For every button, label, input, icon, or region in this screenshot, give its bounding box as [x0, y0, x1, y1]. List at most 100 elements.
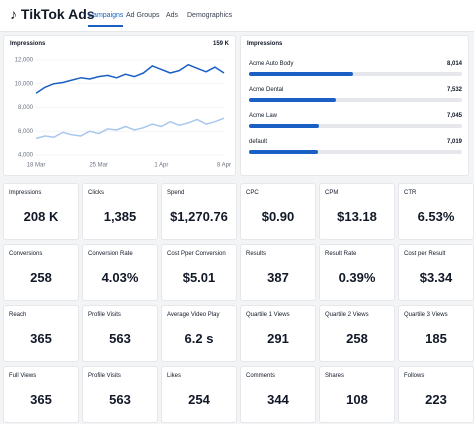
- kpi-card: CPC $0.90: [240, 183, 316, 240]
- kpi-value: 254: [188, 392, 210, 407]
- kpi-value: $3.34: [419, 270, 453, 285]
- logo: ♪ TikTok Ads: [10, 6, 95, 22]
- kpi-card: Result Rate 0.39%: [319, 244, 395, 301]
- kpi-card: Quartile 2 Views 258: [319, 305, 395, 362]
- kpi-value: $13.18: [337, 209, 377, 224]
- kpi-label: Follows: [404, 373, 425, 379]
- kpi-label: Quartile 1 Views: [246, 312, 290, 318]
- kpi-value: 365: [30, 392, 52, 407]
- x-tick-label: 1 Apr: [154, 163, 168, 169]
- tab[interactable]: Ads: [166, 12, 179, 19]
- item-value: 8,014: [446, 61, 462, 67]
- kpi-label: Result Rate: [325, 251, 357, 257]
- kpi-card: CPM $13.18: [319, 183, 395, 240]
- x-tick-label: 18 Mar: [27, 163, 46, 169]
- kpi-label: Impressions: [9, 190, 42, 196]
- item-name: default: [249, 139, 268, 145]
- kpi-label: Cost per Result: [404, 251, 446, 257]
- kpi-card: Cost per Result $3.34: [398, 244, 474, 301]
- kpi-label: Conversion Rate: [88, 251, 133, 257]
- kpi-card: CTR 6.53%: [398, 183, 474, 240]
- kpi-value: 6.53%: [417, 209, 455, 224]
- kpi-value: 563: [109, 392, 131, 407]
- kpi-value: 108: [346, 392, 368, 407]
- kpi-value: $5.01: [182, 270, 216, 285]
- kpi-card: Follows 223: [398, 366, 474, 423]
- item-value: 7,532: [446, 87, 462, 93]
- bar: [249, 98, 336, 102]
- kpi-label: Full Views: [9, 373, 37, 379]
- kpi-card: Shares 108: [319, 366, 395, 423]
- kpi-value: 291: [267, 331, 289, 346]
- y-tick-label: 6,000: [18, 129, 34, 135]
- item-name: Acme Auto Body: [249, 61, 294, 67]
- kpi-label: Reach: [9, 312, 27, 318]
- kpi-value: 223: [425, 392, 447, 407]
- line-series: [35, 63, 225, 94]
- bar: [249, 72, 353, 76]
- item-name: Acme Dental: [249, 87, 284, 93]
- y-tick-label: 4,000: [18, 153, 34, 159]
- kpi-value: 208 K: [23, 209, 59, 224]
- chart-total: 159 K: [212, 41, 229, 47]
- kpi-value: 0.39%: [338, 270, 376, 285]
- app-title: TikTok Ads: [20, 6, 95, 22]
- kpi-value: 258: [346, 331, 368, 346]
- kpi-value: 365: [30, 331, 52, 346]
- bar: [249, 150, 319, 154]
- kpi-card: Quartile 1 Views 291: [240, 305, 316, 362]
- kpi-value: 1,385: [103, 209, 137, 224]
- kpi-card: Impressions 208 K: [3, 183, 79, 240]
- header: ♪ TikTok Ads Campaigns Ad Groups Ads Demogr…: [0, 0, 474, 32]
- y-tick-label: 12,000: [15, 58, 34, 64]
- kpi-value: 387: [267, 270, 289, 285]
- kpi-label: Conversions: [9, 251, 43, 257]
- kpi-value: 344: [267, 392, 289, 407]
- kpi-value: $1,270.76: [170, 209, 228, 224]
- tab[interactable]: Campaigns: [88, 12, 124, 27]
- kpi-value: $0.90: [261, 209, 295, 224]
- kpi-card: Profile Visits 563: [82, 305, 158, 362]
- kpi-value: 563: [109, 331, 131, 346]
- kpi-card: Average Video Play 6.2 s: [161, 305, 237, 362]
- tab[interactable]: Ad Groups: [126, 12, 160, 19]
- line-chart: 4,000 6,000 8,000 10,000 12,000 18 Mar 25 Mar 1…: [15, 58, 231, 169]
- item-value: 7,045: [446, 113, 462, 119]
- kpi-card: Quartile 3 Views 185: [398, 305, 474, 362]
- y-tick-label: 8,000: [18, 105, 34, 111]
- line-series: [35, 117, 225, 140]
- tab[interactable]: Demographics: [187, 12, 233, 19]
- chart-title: Impressions: [10, 41, 46, 47]
- bar: [249, 124, 320, 128]
- impressions-chart-panel: Impressions 159 K 4,000 6,000 8,000 10,000 1…: [3, 35, 236, 176]
- kpi-card: Comments 344: [240, 366, 316, 423]
- kpi-card: Cost Pper Conversion $5.01: [161, 244, 237, 301]
- breakdown-title: Impressions: [247, 41, 283, 47]
- kpi-value: 6.2 s: [184, 331, 214, 346]
- kpi-label: Spend: [167, 190, 185, 196]
- kpi-label: Cost Pper Conversion: [167, 251, 226, 257]
- bar-track: [249, 150, 462, 154]
- kpi-card: Results 387: [240, 244, 316, 301]
- y-tick-label: 10,000: [15, 81, 34, 87]
- item-value: 7,019: [446, 139, 462, 145]
- kpi-label: Average Video Play: [167, 312, 220, 318]
- kpi-label: CPC: [246, 190, 259, 196]
- kpi-label: Likes: [167, 373, 182, 379]
- kpi-label: Profile Visits: [88, 373, 121, 379]
- kpi-label: Profile Visits: [88, 312, 121, 318]
- kpi-label: Results: [246, 251, 267, 257]
- kpi-label: Quartile 3 Views: [404, 312, 448, 318]
- kpi-card: Conversions 258: [3, 244, 79, 301]
- kpi-label: CPM: [325, 190, 339, 196]
- kpi-card: Full Views 365: [3, 366, 79, 423]
- kpi-card: Clicks 1,385: [82, 183, 158, 240]
- kpi-card: Likes 254: [161, 366, 237, 423]
- bar-track: [249, 98, 462, 102]
- kpi-card: Spend $1,270.76: [161, 183, 237, 240]
- kpi-card: Profile Visits 563: [82, 366, 158, 423]
- breakdown-panel: Impressions Acme Auto Body 8,014 Acme Dent…: [240, 35, 469, 176]
- kpi-card: Conversion Rate 4.03%: [82, 244, 158, 301]
- kpi-label: Clicks: [88, 190, 104, 196]
